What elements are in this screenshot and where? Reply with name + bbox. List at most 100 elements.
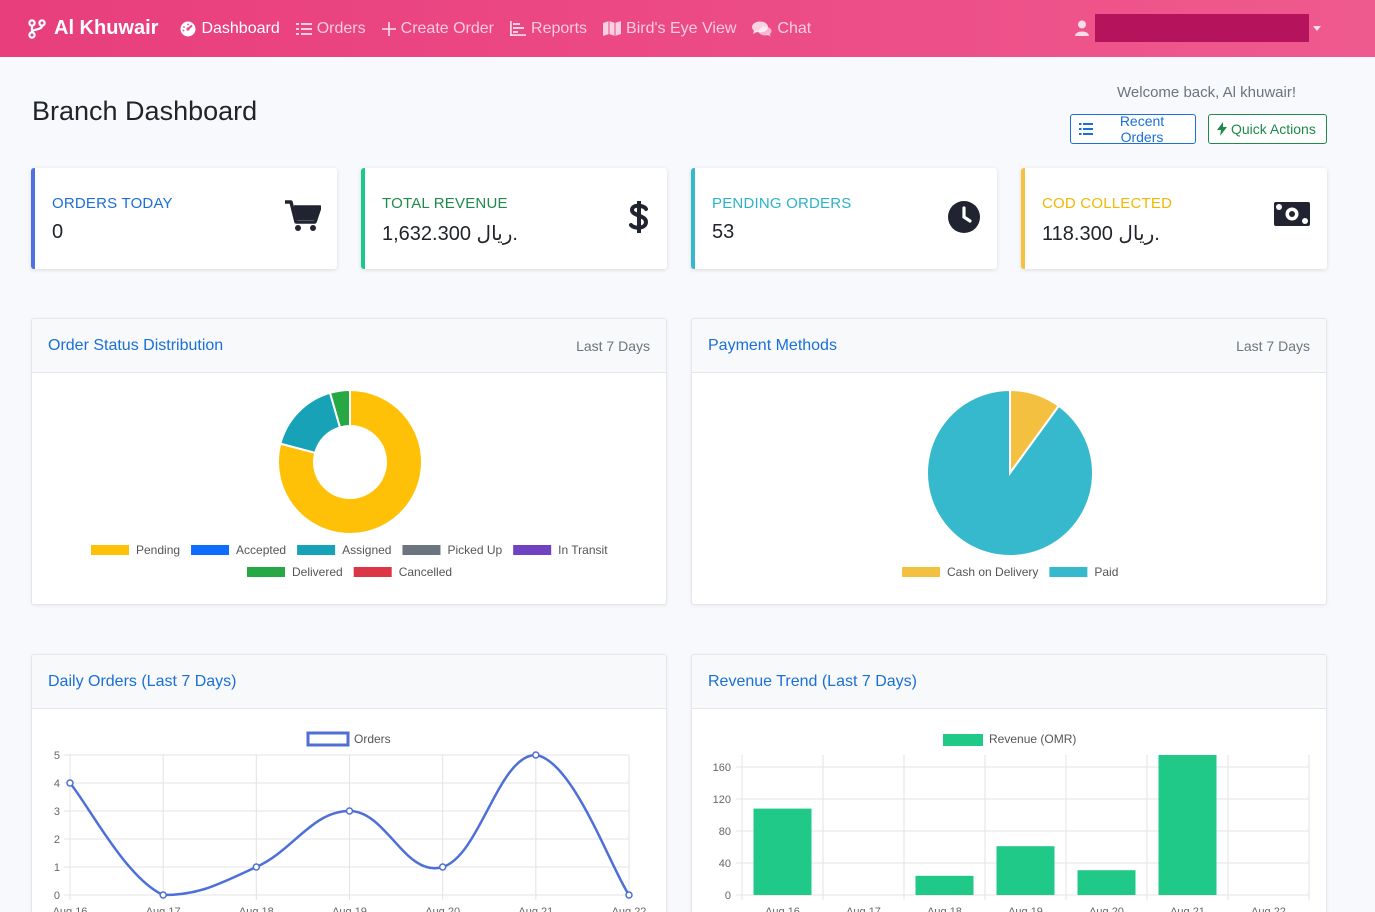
stat-label: PENDING ORDERS: [712, 195, 852, 212]
panel-title: Daily Orders (Last 7 Days): [48, 672, 237, 690]
legend-label[interactable]: Pending: [136, 543, 180, 557]
bar[interactable]: [1158, 755, 1217, 895]
y-tick-label: 1: [54, 862, 60, 874]
bar-chart-icon: [510, 21, 527, 36]
quick-actions-label: Quick Actions: [1231, 121, 1316, 137]
stat-card-pending-orders: PENDING ORDERS 53: [691, 168, 997, 269]
x-tick-label: Aug 18: [927, 906, 962, 912]
x-tick-label: Aug 16: [53, 906, 88, 912]
slice-paid[interactable]: [926, 388, 1094, 557]
y-tick-label: 0: [54, 890, 60, 902]
x-tick-label: Aug 21: [518, 906, 553, 912]
legend-label[interactable]: Assigned: [342, 543, 391, 557]
nav-create-order[interactable]: Create Order: [381, 19, 495, 38]
dollar-icon: [629, 200, 649, 239]
legend-label[interactable]: Paid: [1094, 565, 1118, 579]
panel-header: Revenue Trend (Last 7 Days): [692, 655, 1326, 709]
legend-swatch[interactable]: [191, 545, 230, 555]
data-point[interactable]: [345, 807, 354, 815]
nav-birds-eye-view[interactable]: Bird's Eye View: [603, 20, 736, 38]
top-navbar: Al Khuwair Dashboard Orders Create Order…: [0, 0, 1375, 57]
slice-pending[interactable]: [277, 388, 423, 535]
daily-orders-panel: Daily Orders (Last 7 Days) 0 1 2 3 4 5 Aug 16 A…: [31, 654, 667, 912]
x-tick-label: Aug 21: [1170, 906, 1205, 912]
panel-title: Revenue Trend (Last 7 Days): [708, 672, 917, 690]
bar[interactable]: [996, 846, 1055, 895]
legend-swatch[interactable]: [402, 545, 441, 555]
nav-chat[interactable]: Chat: [752, 20, 811, 38]
quick-actions-button[interactable]: Quick Actions: [1208, 114, 1327, 144]
panel-header: Daily Orders (Last 7 Days): [32, 655, 666, 709]
data-point[interactable]: [625, 891, 633, 899]
y-tick-label: 3: [54, 806, 60, 818]
legend-swatch[interactable]: [353, 567, 392, 577]
bar[interactable]: [753, 808, 812, 895]
x-tick-label: Aug 22: [612, 906, 647, 912]
data-point[interactable]: [532, 751, 540, 759]
data-point[interactable]: [438, 863, 447, 871]
revenue-bar-chart: 0 40 80 120 160 Aug 16 Aug 17 Aug 18 Aug 19 Aug 2…: [713, 732, 1310, 912]
user-menu[interactable]: [1075, 14, 1321, 42]
stat-value: 118.300 ريال.: [1042, 223, 1160, 245]
legend-label[interactable]: Revenue (OMR): [989, 732, 1076, 746]
username-redacted: [1095, 14, 1309, 42]
list-icon: [1079, 123, 1093, 135]
nav-dashboard[interactable]: Dashboard: [180, 19, 280, 38]
data-point[interactable]: [252, 863, 261, 871]
panel-title: Payment Methods: [708, 336, 837, 354]
x-tick-label: Aug 22: [1251, 906, 1286, 912]
legend-swatch[interactable]: [513, 545, 552, 555]
y-tick-label: 0: [725, 890, 731, 902]
legend-swatch[interactable]: [1049, 567, 1088, 577]
panel-subtitle: Last 7 Days: [576, 337, 650, 354]
panel-header: Payment Methods Last 7 Days: [692, 319, 1326, 373]
bar[interactable]: [1077, 870, 1136, 895]
x-tick-label: Aug 16: [765, 906, 800, 912]
nav-dashboard-label: Dashboard: [201, 19, 280, 37]
y-tick-label: 5: [54, 750, 60, 762]
legend-swatch[interactable]: [902, 567, 940, 577]
panel-header: Order Status Distribution Last 7 Days: [32, 319, 666, 373]
legend-swatch[interactable]: [297, 545, 336, 555]
legend-label[interactable]: Accepted: [236, 543, 286, 557]
legend-label[interactable]: In Transit: [558, 543, 608, 557]
nav-birds-eye-view-label: Bird's Eye View: [626, 19, 737, 37]
y-tick-label: 80: [719, 826, 731, 838]
y-tick-label: 2: [54, 834, 60, 846]
map-icon: [603, 21, 622, 36]
nav-orders[interactable]: Orders: [295, 20, 366, 38]
legend-swatch[interactable]: [91, 545, 129, 555]
slice-assigned[interactable]: [279, 391, 342, 455]
chat-icon: [752, 21, 772, 37]
x-tick-label: Aug 20: [425, 906, 460, 912]
x-tick-label: Aug 20: [1089, 906, 1124, 912]
legend-swatch[interactable]: [306, 731, 350, 747]
stat-label: ORDERS TODAY: [52, 195, 173, 212]
order-status-doughnut-chart: Pending Accepted Assigned Picked Up In Trans…: [91, 388, 608, 579]
welcome-message: Welcome back, Al khuwair!: [1117, 84, 1296, 101]
recent-orders-button[interactable]: Recent Orders: [1070, 113, 1196, 145]
branch-icon: [28, 18, 46, 39]
cart-icon: [285, 200, 322, 237]
bar[interactable]: [915, 875, 974, 895]
payment-methods-pie-chart: Cash on Delivery Paid: [902, 388, 1118, 579]
data-point[interactable]: [66, 779, 74, 787]
slice-delivered[interactable]: [328, 388, 351, 429]
data-point[interactable]: [159, 891, 167, 899]
legend-label[interactable]: Picked Up: [447, 543, 502, 557]
brand[interactable]: Al Khuwair: [28, 17, 158, 40]
legend-label[interactable]: Cancelled: [399, 565, 452, 579]
legend-label[interactable]: Orders: [354, 732, 391, 746]
y-tick-label: 4: [54, 778, 60, 790]
legend-swatch[interactable]: [943, 734, 983, 746]
nav-create-order-label: Create Order: [400, 19, 495, 37]
nav-reports[interactable]: Reports: [510, 20, 587, 38]
stat-label: TOTAL REVENUE: [382, 195, 508, 212]
legend-label[interactable]: Delivered: [292, 565, 343, 579]
legend-swatch[interactable]: [247, 567, 285, 577]
clock-icon: [947, 200, 981, 239]
stat-value: 0: [52, 221, 64, 243]
dashboard-icon: [180, 21, 196, 37]
legend-label[interactable]: Cash on Delivery: [947, 565, 1038, 579]
y-tick-label: 40: [719, 858, 731, 870]
